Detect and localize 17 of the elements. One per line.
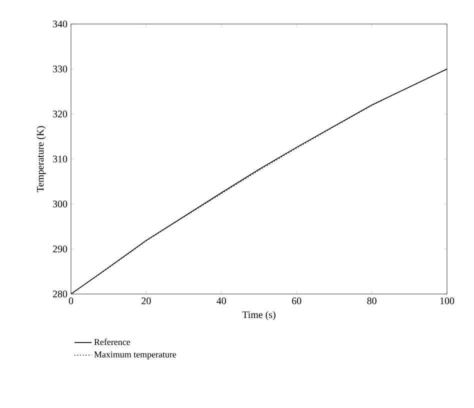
y-tick-label: 340 xyxy=(53,20,68,28)
x-tick-label: 80 xyxy=(367,298,376,304)
x-tick-label: 40 xyxy=(216,298,226,304)
x-tick-label: 20 xyxy=(142,298,151,304)
y-tick-label: 330 xyxy=(53,66,68,72)
x-axis-title: Time (s) xyxy=(242,311,276,320)
y-tick-label: 310 xyxy=(53,156,68,162)
y-tick-label: 300 xyxy=(53,200,68,208)
x-tick-label: 100 xyxy=(440,298,454,304)
x-tick-label: 60 xyxy=(292,298,302,304)
y-tick-label: 290 xyxy=(52,246,68,252)
y-tick-label: 280 xyxy=(52,290,68,298)
y-axis-title: Temperature (K) xyxy=(36,126,46,192)
x-tick-label: 0 xyxy=(68,298,74,304)
legend-label: Reference xyxy=(94,338,130,346)
legend-label: Maximum temperature xyxy=(94,351,176,360)
y-tick-label: 320 xyxy=(53,110,68,118)
